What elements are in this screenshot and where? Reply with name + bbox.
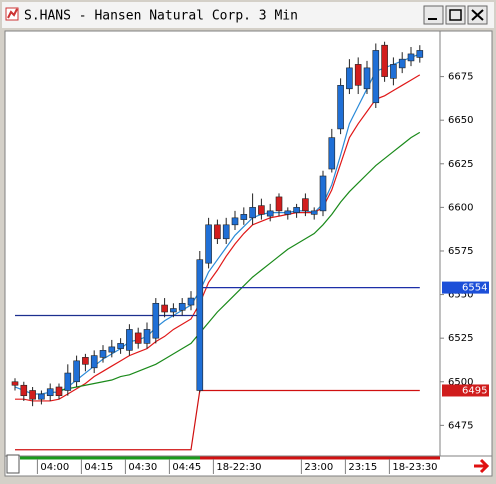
- x-tick-label: 18-22:30: [216, 462, 261, 473]
- scroll-arrow[interactable]: [474, 458, 490, 474]
- candle-body: [11, 381, 19, 386]
- candle-body: [134, 332, 142, 344]
- maximize-button[interactable]: [445, 5, 466, 25]
- candle-body: [390, 64, 397, 79]
- candle-body: [82, 357, 89, 365]
- window-title: S.HANS - Hansen Natural Corp. 3 Min: [24, 9, 298, 24]
- candle-body: [266, 210, 274, 217]
- candle-body: [337, 85, 344, 130]
- candle-body: [90, 355, 98, 369]
- candle-body: [284, 210, 292, 215]
- price-tag-label: 6495: [462, 385, 487, 396]
- candle-body: [302, 198, 309, 212]
- x-tick-label: 04:15: [84, 462, 113, 473]
- price-tag: [442, 384, 489, 397]
- candle-body: [196, 259, 204, 391]
- minimize-button[interactable]: [423, 5, 444, 25]
- series-line: [58, 131, 421, 392]
- candle-body: [117, 343, 124, 349]
- candle-body: [99, 350, 107, 358]
- candle-body: [328, 137, 336, 170]
- candle-body: [29, 390, 36, 400]
- candle-body: [64, 372, 72, 391]
- x-tick-label: 04:30: [128, 462, 157, 473]
- y-tick-label: 6600: [448, 202, 473, 213]
- close-button[interactable]: [467, 5, 488, 25]
- candle-body: [46, 388, 54, 397]
- candle-body: [214, 224, 221, 240]
- series-line: [15, 389, 420, 451]
- y-tick-label: 6550: [448, 290, 473, 301]
- candle-body: [319, 175, 327, 212]
- chart-panel: [4, 30, 493, 457]
- candle-body: [73, 360, 80, 383]
- x-tick-label: 23:00: [304, 462, 333, 473]
- candle-body: [231, 217, 239, 226]
- candle-body: [152, 302, 160, 339]
- candle-body: [258, 205, 265, 215]
- y-tick-label: 6500: [448, 377, 473, 388]
- candle-body: [178, 302, 186, 311]
- candle-body: [407, 53, 415, 62]
- candle-body: [398, 58, 406, 69]
- candle-body: [310, 210, 318, 215]
- price-tag: [442, 281, 489, 294]
- series-line: [14, 53, 421, 395]
- x-tick-label: 04:45: [172, 462, 201, 473]
- x-tick-label: 04:00: [40, 462, 69, 473]
- candle-body: [187, 297, 195, 306]
- candle-body: [108, 346, 116, 353]
- candle-body: [161, 304, 168, 313]
- candle-body: [354, 64, 362, 86]
- candle-body: [170, 308, 177, 313]
- y-tick-label: 6525: [448, 333, 473, 344]
- scroll-box[interactable]: [6, 454, 20, 474]
- candle-body: [55, 386, 63, 397]
- candle-body: [205, 224, 212, 264]
- candle-body: [363, 67, 371, 90]
- candle-body: [293, 207, 300, 213]
- y-tick-label: 6675: [448, 72, 473, 83]
- candle-body: [20, 384, 28, 397]
- candle-body: [346, 67, 353, 90]
- candle-body: [143, 329, 151, 344]
- price-tag-label: 6554: [462, 283, 487, 294]
- y-tick-label: 6475: [448, 420, 473, 431]
- time-axis: [4, 455, 493, 477]
- candle-body: [381, 44, 388, 77]
- x-tick-label: 18-23:30: [392, 462, 437, 473]
- candle-body: [126, 329, 133, 351]
- candle-body: [240, 214, 248, 220]
- candle-body: [222, 224, 230, 240]
- title-bar: [2, 2, 494, 28]
- candle-body: [249, 207, 256, 219]
- candle-body: [372, 50, 380, 104]
- candle-body: [38, 393, 45, 400]
- y-tick-label: 6575: [448, 246, 473, 257]
- x-tick-label: 23:15: [348, 462, 377, 473]
- y-tick-label: 6650: [448, 115, 473, 126]
- app-icon: [5, 7, 19, 21]
- candle-body: [416, 50, 424, 58]
- y-tick-label: 6625: [448, 159, 473, 170]
- candle-body: [275, 196, 283, 212]
